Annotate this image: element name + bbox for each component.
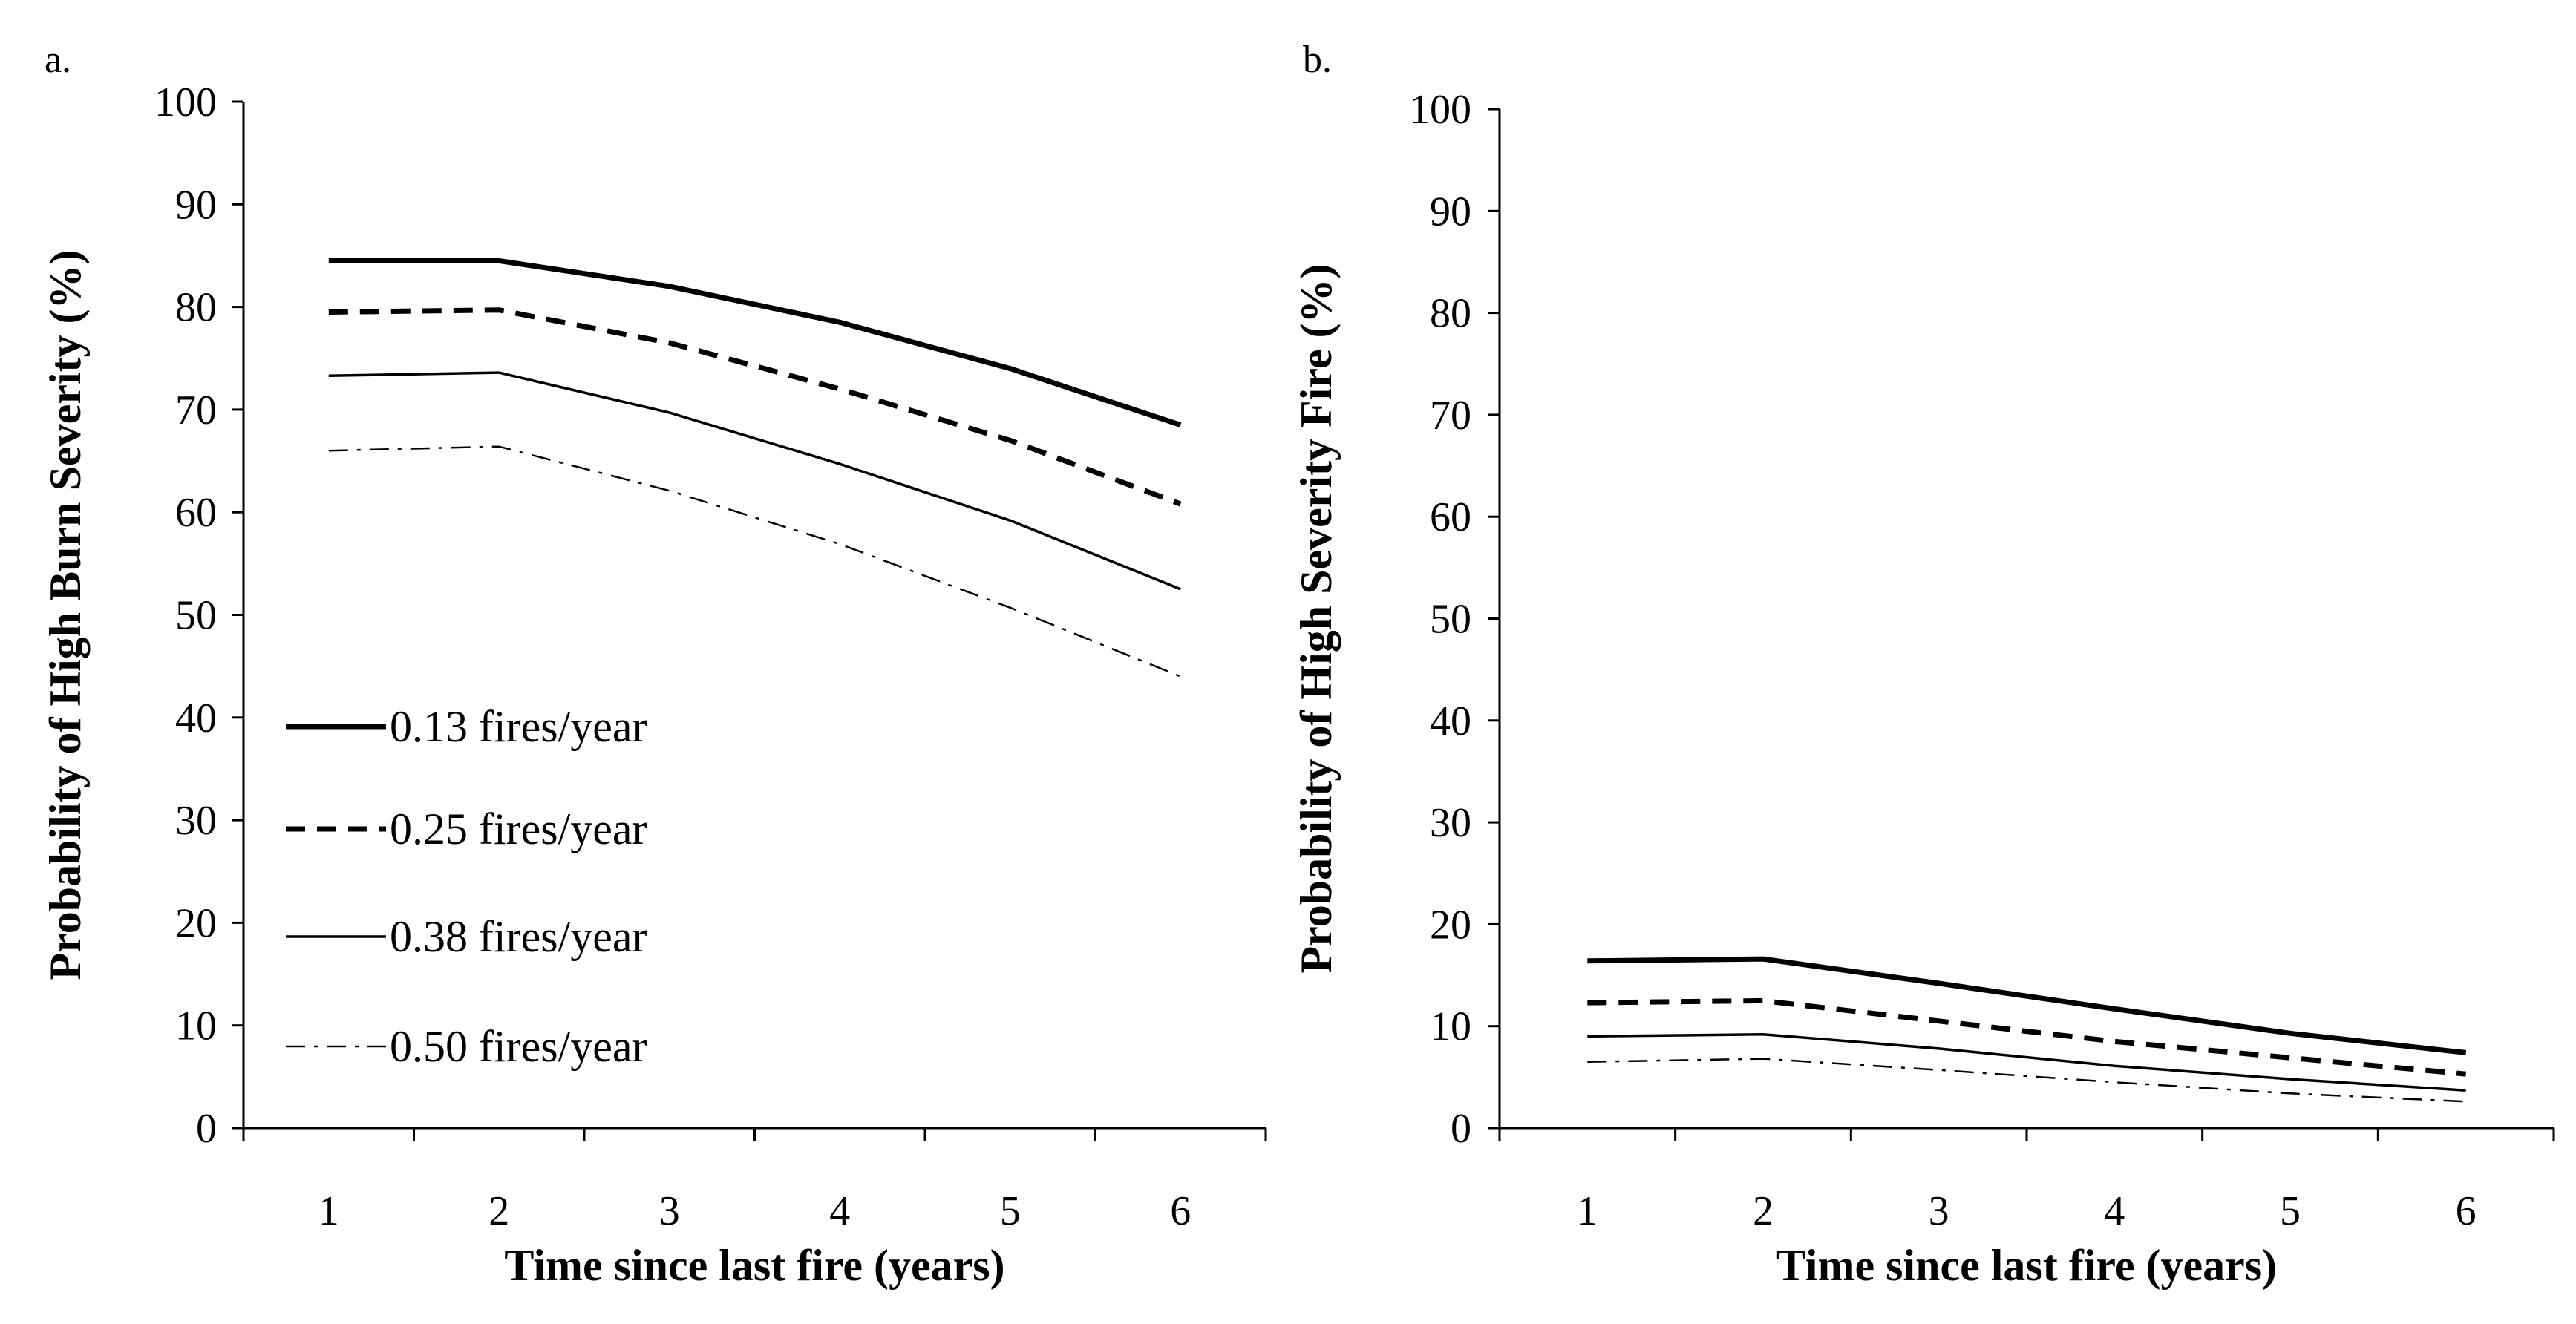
- panel-label: b.: [1303, 39, 1332, 81]
- y-tick-label: 20: [175, 900, 217, 946]
- y-tick-label: 40: [1430, 698, 1471, 744]
- series-line: [328, 307, 1182, 507]
- series-line: [328, 371, 1181, 591]
- y-tick-label: 10: [175, 1003, 217, 1049]
- x-tick-label: 3: [659, 1188, 680, 1234]
- y-tick-label: 80: [175, 285, 217, 331]
- y-tick-label: 60: [175, 490, 217, 536]
- y-tick-label: 90: [175, 182, 217, 228]
- legend-label: 0.13 fires/year: [390, 702, 647, 751]
- y-tick-label: 20: [1430, 902, 1471, 948]
- y-tick-label: 30: [1430, 800, 1471, 846]
- y-tick-label: 100: [1409, 87, 1471, 133]
- y-tick-label: 0: [1451, 1106, 1471, 1152]
- x-axis-title: Time since last fire (years): [504, 1241, 1004, 1290]
- x-tick-label: 5: [2280, 1188, 2301, 1234]
- series-line: [1587, 1032, 2466, 1092]
- y-tick-label: 0: [196, 1106, 217, 1152]
- y-tick-label: 40: [175, 695, 217, 741]
- series-line: [1587, 1058, 2466, 1103]
- x-tick-label: 2: [1753, 1188, 1774, 1234]
- y-tick-label: 90: [1430, 189, 1471, 235]
- x-axis-title: Time since last fire (years): [1776, 1241, 2277, 1290]
- y-tick-label: 70: [1430, 393, 1471, 439]
- x-tick-label: 1: [318, 1188, 339, 1234]
- series-line: [1587, 956, 2467, 1055]
- legend-label: 0.38 fires/year: [390, 912, 647, 961]
- legend-label: 0.25 fires/year: [390, 804, 647, 853]
- series-line: [328, 258, 1182, 427]
- series-line: [328, 445, 1181, 678]
- y-tick-label: 100: [154, 79, 217, 125]
- y-tick-label: 80: [1430, 291, 1471, 337]
- chart-panel-b: b. 0 10 20 30 40 50 60 70 80 90 100 1 2 3 4 5 6 Time since…: [1292, 39, 2555, 1290]
- panel-label: a.: [45, 39, 71, 81]
- x-tick-label: 1: [1577, 1188, 1598, 1234]
- y-tick-label: 10: [1430, 1004, 1471, 1050]
- y-tick-label: 70: [175, 387, 217, 433]
- x-tick-label: 3: [1929, 1188, 1949, 1234]
- y-tick-label: 50: [1430, 597, 1471, 643]
- x-tick-label: 2: [488, 1188, 509, 1234]
- y-tick-label: 30: [175, 798, 217, 844]
- y-axis-title: Probability of High Severity Fire (%): [1292, 264, 1341, 974]
- x-tick-label: 6: [1170, 1188, 1191, 1234]
- x-tick-label: 4: [829, 1188, 850, 1234]
- x-tick-label: 5: [1000, 1188, 1021, 1234]
- x-tick-label: 4: [2104, 1188, 2125, 1234]
- y-tick-label: 50: [175, 593, 217, 639]
- series-line: [1587, 997, 2467, 1077]
- legend-label: 0.50 fires/year: [390, 1022, 647, 1071]
- chart-panel-a: a. 0 10 20 30 40 50 60 70 80 90 100 1 2 3 4 5 6 Time since…: [41, 39, 1267, 1290]
- y-tick-label: 60: [1430, 494, 1471, 540]
- y-axis-title: Probability of High Burn Severity (%): [41, 250, 90, 980]
- x-tick-label: 6: [2456, 1188, 2477, 1234]
